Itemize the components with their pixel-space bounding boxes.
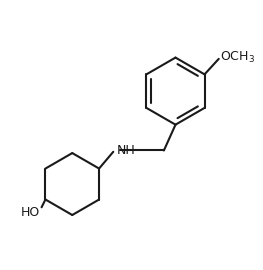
Text: NH: NH — [117, 144, 136, 157]
Text: HO: HO — [20, 206, 40, 219]
Text: OCH$_3$: OCH$_3$ — [220, 50, 255, 65]
